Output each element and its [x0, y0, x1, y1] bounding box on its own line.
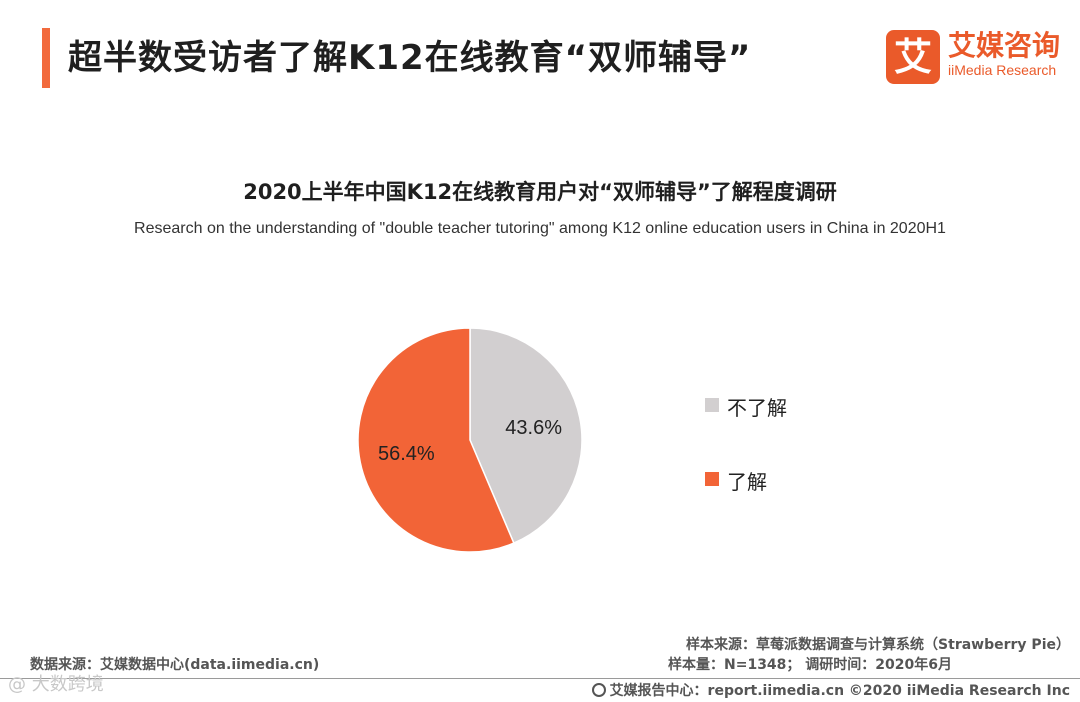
pie-label-not-understand: 43.6% [505, 417, 562, 439]
sample-source: 样本来源：草莓派数据调查与计算系统（Strawberry Pie） [686, 637, 1070, 653]
iimedia-logo: 艾 艾媒咨询 iiMedia Research [886, 30, 1066, 86]
legend-swatch-not-understand [705, 398, 719, 412]
legend-swatch-understand [705, 472, 719, 486]
footer-divider [0, 678, 1080, 679]
chart-subtitle: Research on the understanding of "double… [134, 220, 946, 237]
globe-icon [591, 683, 606, 697]
logo-name-cn: 艾媒咨询 [948, 29, 1061, 62]
sample-size: 样本量：N=1348； 调研时间：2020年6月 [668, 657, 952, 673]
pie-chart: 43.6% 56.4% [357, 327, 583, 553]
title-accent-bar [42, 28, 50, 88]
legend-label-not-understand: 不了解 [727, 396, 787, 420]
pie-slice-understand [357, 327, 515, 553]
report-center-text: 艾媒报告中心：report.iimedia.cn ©2020 iiMedia R… [609, 683, 1070, 699]
data-source: 数据来源：艾媒数据中心(data.iimedia.cn) [30, 657, 320, 673]
logo-mark: 艾 [886, 30, 940, 84]
chart-title: 2020上半年中国K12在线教育用户对“双师辅导”了解程度调研 [243, 180, 837, 204]
watermark: @ 大数跨境 [8, 674, 104, 695]
legend-label-understand: 了解 [727, 470, 767, 494]
pie-slice-not-understand [469, 327, 583, 545]
page-title: 超半数受访者了解K12在线教育“双师辅导” [68, 38, 752, 78]
report-center: 艾媒报告中心：report.iimedia.cn ©2020 iiMedia R… [591, 680, 1070, 700]
pie-label-understand: 56.4% [378, 443, 435, 465]
logo-name-en: iiMedia Research [948, 62, 1057, 78]
